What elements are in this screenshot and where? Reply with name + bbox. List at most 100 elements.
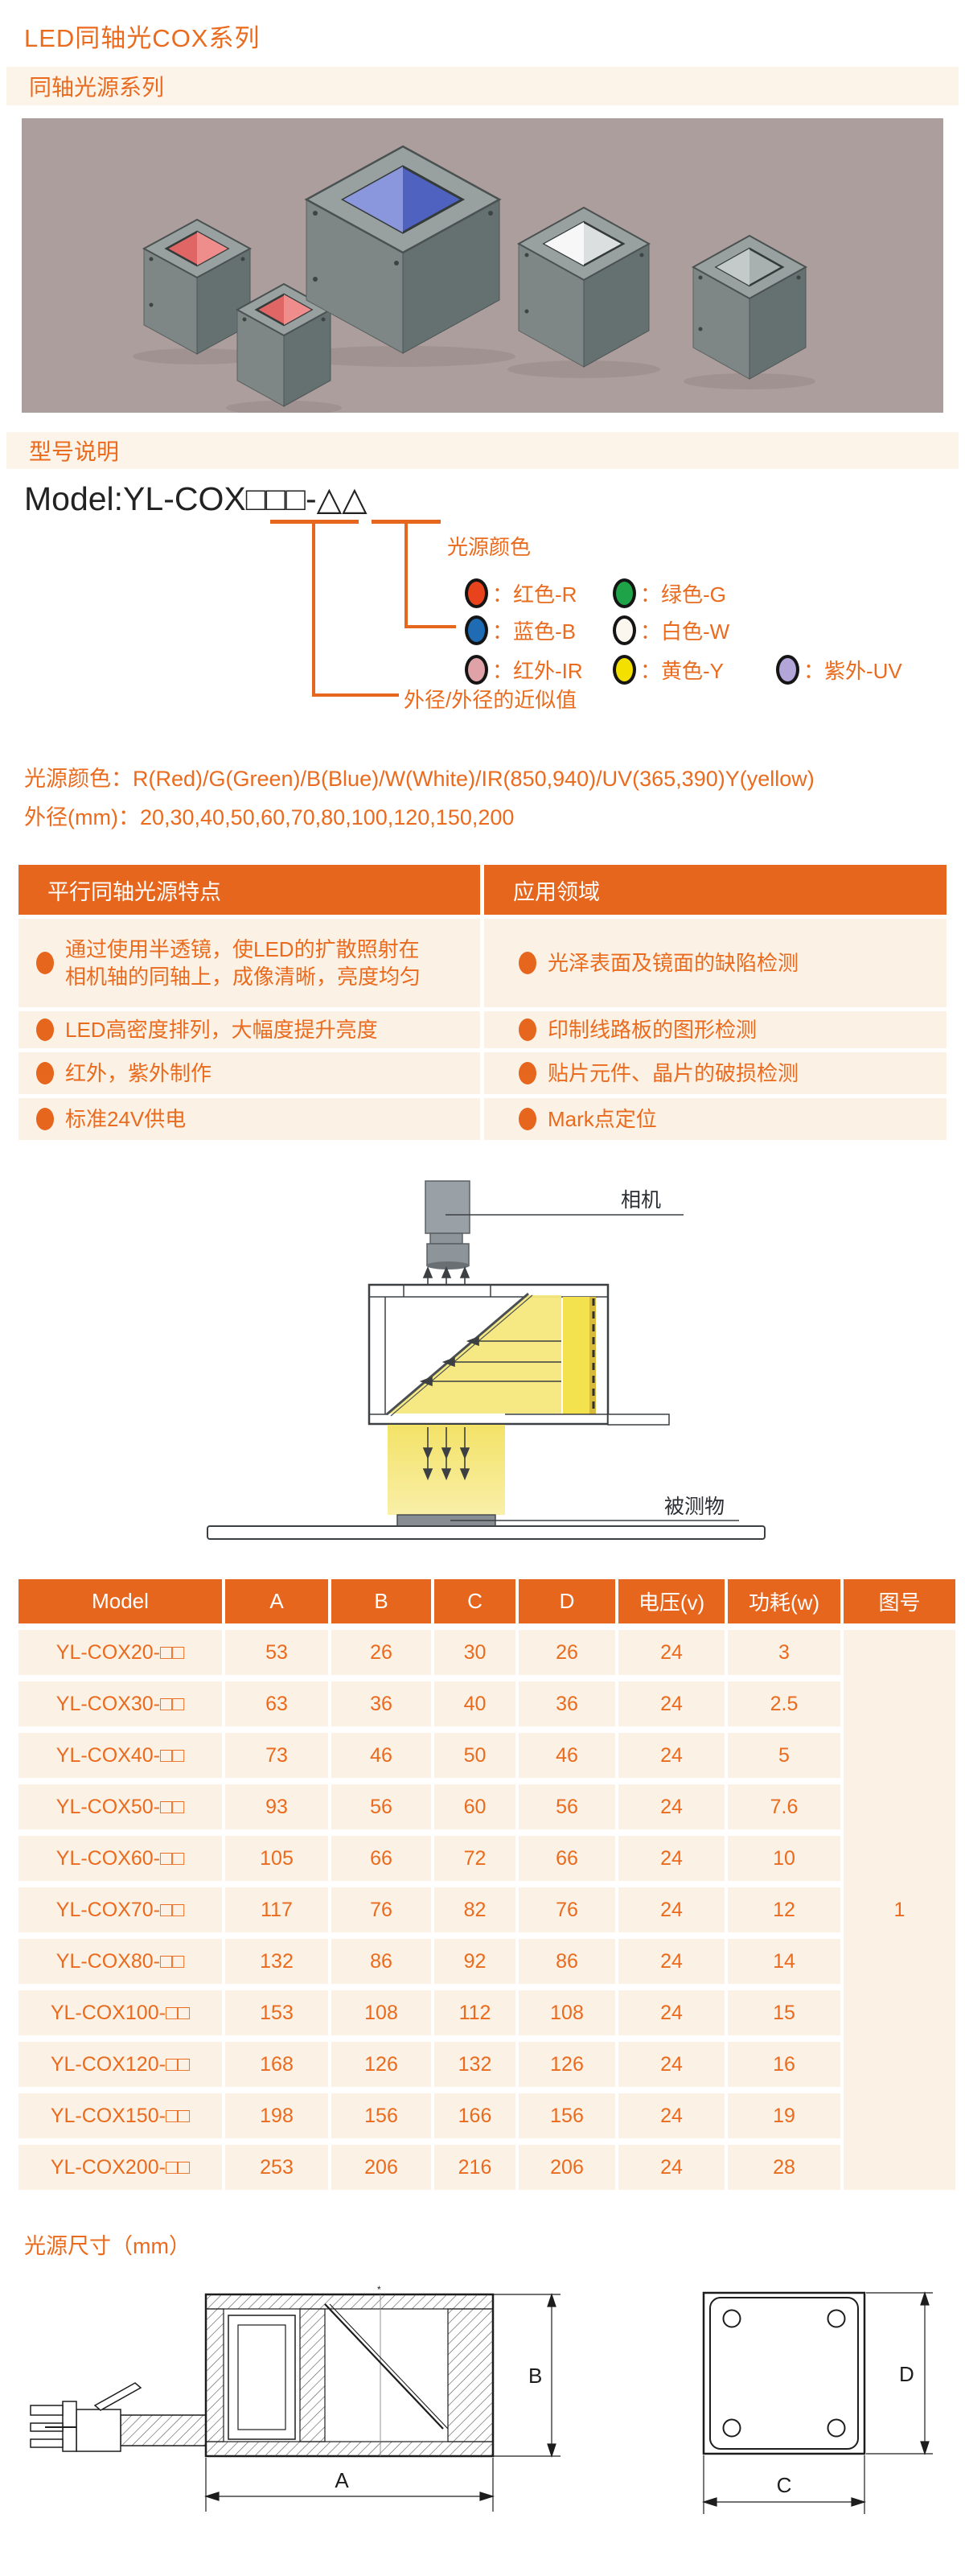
legend-item: ：黄色-Y [613,654,776,685]
cell-b: 126 [331,2042,431,2087]
bullet-icon [36,952,54,974]
diameter-label: 外径/外径的近似值 [404,688,577,712]
model-description-label: 型号说明 [29,439,120,464]
cell-d: 36 [519,1681,615,1726]
cell-power: 12 [728,1887,840,1932]
cell-model: YL-COX50-□□ [18,1784,222,1829]
cell-power: 28 [728,2145,840,2190]
coaxial-light-box [368,1283,670,1426]
cell-model: YL-COX40-□□ [18,1733,222,1778]
application-cell: Mark点定位 [484,1098,947,1140]
cell-a: 253 [225,2145,328,2190]
dim-d-label: D [899,2362,914,2386]
cell-voltage: 24 [618,1630,725,1675]
cell-d: 46 [519,1733,615,1778]
cell-model: YL-COX120-□□ [18,2042,222,2087]
legend-item: ：白色-W [613,615,776,645]
cell-model: YL-COX30-□□ [18,1681,222,1726]
section-drawing: * B [16,2284,571,2518]
cell-d: 76 [519,1887,615,1932]
cell-power: 3 [728,1630,840,1675]
coaxial-lights-photo [133,145,815,415]
cell-b: 206 [331,2145,431,2190]
product-photo [22,118,943,415]
feature-text: LED高密度排列，大幅度提升亮度 [65,1017,378,1042]
cell-c: 40 [434,1681,515,1726]
color-swatch [613,654,636,685]
features-header-right: 应用领域 [484,865,947,915]
cell-a: 132 [225,1939,328,1984]
application-text: 光泽表面及镜面的缺陷检测 [548,950,799,975]
dim-c-label: C [777,2473,792,2497]
cell-b: 46 [331,1733,431,1778]
cell-voltage: 24 [618,2042,725,2087]
feature-cell: 红外，紫外制作 [18,1052,480,1094]
cell-a: 153 [225,1990,328,2035]
cell-power: 2.5 [728,1681,840,1726]
cell-a: 93 [225,1784,328,1829]
cell-power: 15 [728,1990,840,2035]
color-group-label: 光源颜色 [447,535,532,559]
cell-c: 216 [434,2145,515,2190]
cell-d: 86 [519,1939,615,1984]
legend-label: ：绿色-G [640,582,726,607]
mounting-hole [827,2418,846,2438]
cell-d: 66 [519,1836,615,1881]
note-diameters: 外径(mm)：20,30,40,50,60,70,80,100,120,150,… [24,805,515,829]
cell-voltage: 24 [618,1939,725,1984]
led-panel [563,1297,589,1414]
cell-b: 26 [331,1630,431,1675]
bullet-icon [36,1108,54,1130]
features-table: 平行同轴光源特点 应用领域 通过使用半透镜，使LED的扩散照射在相机轴的同轴上，… [18,865,947,1140]
feature-cell: 标准24V供电 [18,1098,480,1140]
cell-voltage: 24 [618,1887,725,1932]
bullet-icon [36,1062,54,1084]
cable-connector [30,2382,207,2452]
legend-label: ：黄色-Y [640,658,725,683]
mounting-hole [827,2309,846,2328]
cell-power: 5 [728,1733,840,1778]
object-label: 被测物 [664,1496,725,1518]
cell-power: 10 [728,1836,840,1881]
spec-header-model: Model [18,1579,222,1623]
cell-b: 66 [331,1836,431,1881]
cell-a: 198 [225,2093,328,2138]
cell-power: 14 [728,1939,840,1984]
feature-cell: 通过使用半透镜，使LED的扩散照射在相机轴的同轴上，成像清晰，亮度均匀 [18,919,480,1007]
dim-b-label: B [528,2364,542,2388]
connector-vertical-size [312,520,315,697]
cell-c: 30 [434,1630,515,1675]
series-banner-label: 同轴光源系列 [29,75,165,100]
cell-d: 56 [519,1784,615,1829]
figure-number-cell: 1 [844,1630,955,2190]
application-cell: 贴片元件、晶片的破损检测 [484,1052,947,1094]
cell-a: 73 [225,1733,328,1778]
camera-icon [425,1180,470,1269]
cell-c: 132 [434,2042,515,2087]
legend-label: ：红色-R [492,582,577,607]
cell-a: 105 [225,1836,328,1881]
spec-header-voltage: 电压(v) [618,1579,725,1623]
cell-model: YL-COX70-□□ [18,1887,222,1932]
cube-white [516,206,651,368]
cell-power: 16 [728,2042,840,2087]
features-header-left: 平行同轴光源特点 [18,865,480,915]
series-banner: 同轴光源系列 [6,67,959,105]
legend-item: ：绿色-G [613,578,776,608]
cell-a: 53 [225,1630,328,1675]
bullet-icon [36,1018,54,1041]
application-text: Mark点定位 [548,1106,657,1131]
splitter-section [324,2303,444,2430]
legend-item: ：红色-R [465,578,613,608]
connector-horizontal-size [312,693,399,697]
spec-header-d: D [519,1579,615,1623]
cell-voltage: 24 [618,1733,725,1778]
cell-a: 117 [225,1887,328,1932]
cell-c: 60 [434,1784,515,1829]
legend-label: ：白色-W [640,619,730,644]
cell-voltage: 24 [618,1990,725,2035]
dim-c [701,2455,867,2514]
spec-header-b: B [331,1579,431,1623]
color-swatch [465,615,488,645]
feature-text: 标准24V供电 [65,1106,187,1131]
